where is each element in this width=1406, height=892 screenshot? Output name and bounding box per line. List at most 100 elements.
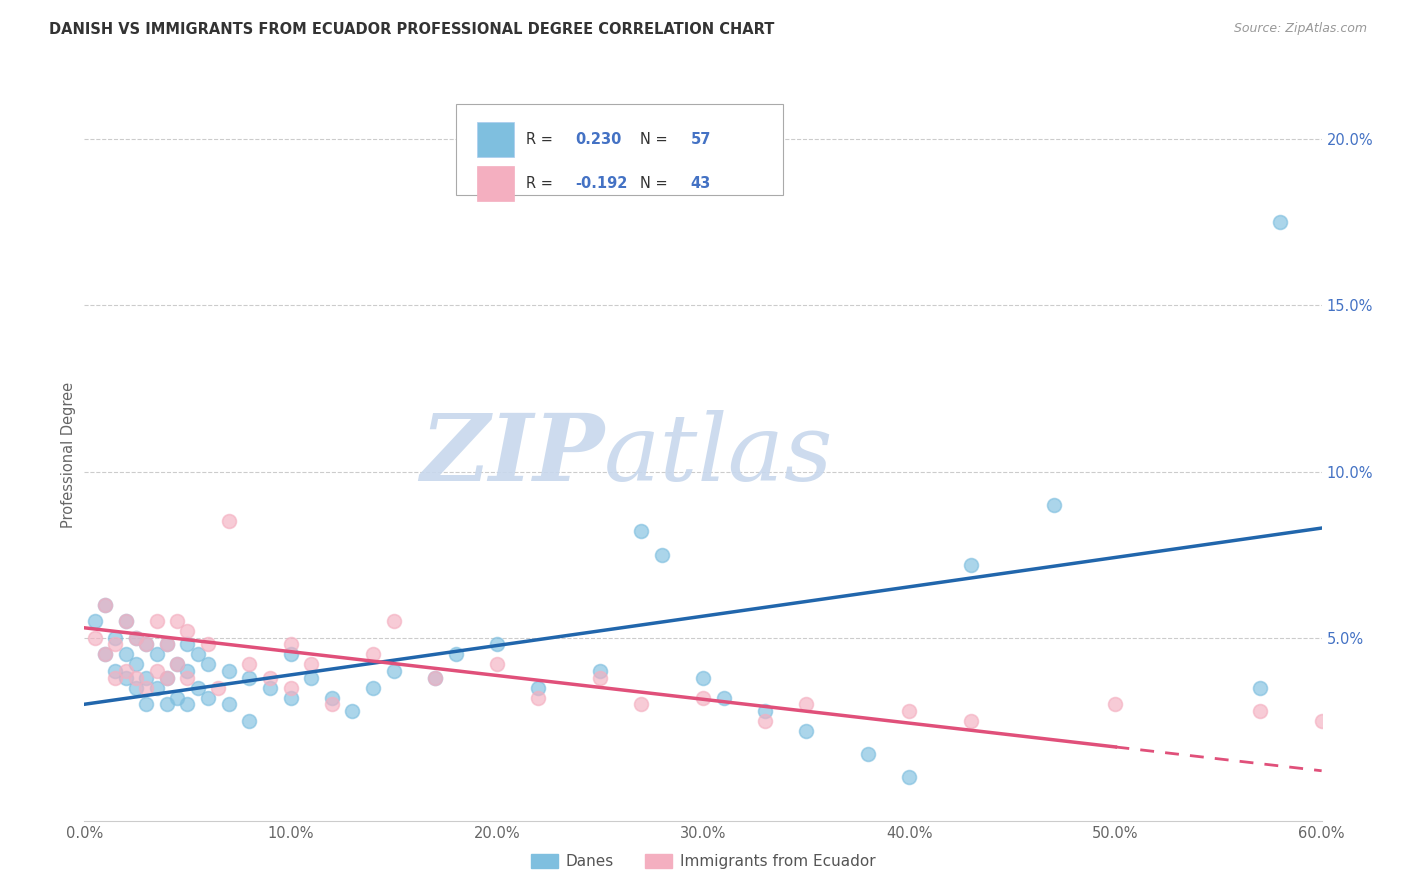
Text: 43: 43 [690,176,711,191]
Text: N =: N = [640,132,672,147]
Y-axis label: Professional Degree: Professional Degree [60,382,76,528]
Point [166,657,188,672]
Point [1249,681,1271,695]
Point [589,671,612,685]
Point [156,637,179,651]
Text: N =: N = [640,176,672,191]
Point [83,631,105,645]
Point [1042,498,1064,512]
Point [94,598,117,612]
Point [218,515,240,529]
Point [361,681,384,695]
Point [754,714,776,728]
Text: DANISH VS IMMIGRANTS FROM ECUADOR PROFESSIONAL DEGREE CORRELATION CHART: DANISH VS IMMIGRANTS FROM ECUADOR PROFES… [49,22,775,37]
Point [94,598,117,612]
Point [361,648,384,662]
Point [114,671,136,685]
Point [156,671,179,685]
Point [692,671,714,685]
Text: 0.230: 0.230 [575,132,621,147]
Point [1104,698,1126,712]
Point [187,648,209,662]
Text: atlas: atlas [605,410,834,500]
Point [104,671,127,685]
Point [299,657,322,672]
Point [485,637,508,651]
Point [176,698,198,712]
Point [125,631,148,645]
Point [156,671,179,685]
Point [280,690,302,705]
Point [238,657,260,672]
Bar [477,166,513,201]
Point [299,671,322,685]
Point [238,671,260,685]
Point [166,690,188,705]
Point [630,524,652,539]
Point [218,664,240,678]
Point [692,690,714,705]
Legend: Danes, Immigrants from Ecuador: Danes, Immigrants from Ecuador [524,848,882,875]
Point [1249,704,1271,718]
Point [176,671,198,685]
Text: Source: ZipAtlas.com: Source: ZipAtlas.com [1233,22,1367,36]
Point [135,637,157,651]
Point [145,648,167,662]
Point [104,637,127,651]
Point [125,657,148,672]
Point [135,681,157,695]
Point [135,671,157,685]
Point [187,681,209,695]
Point [145,681,167,695]
Point [423,671,446,685]
Point [898,704,921,718]
Point [218,698,240,712]
FancyBboxPatch shape [456,103,783,195]
Point [176,624,198,639]
Point [794,723,817,738]
Point [207,681,229,695]
Point [145,614,167,628]
Point [114,664,136,678]
Point [342,704,364,718]
Point [197,637,219,651]
Point [382,614,405,628]
Point [176,664,198,678]
Point [280,637,302,651]
Point [125,671,148,685]
Point [135,637,157,651]
Bar [477,122,513,157]
Point [960,714,983,728]
Point [280,648,302,662]
Point [444,648,467,662]
Point [166,657,188,672]
Point [856,747,879,761]
Point [114,614,136,628]
Point [898,771,921,785]
Point [125,631,148,645]
Point [156,637,179,651]
Point [156,698,179,712]
Point [321,698,343,712]
Text: -0.192: -0.192 [575,176,628,191]
Point [651,548,673,562]
Point [527,690,550,705]
Point [754,704,776,718]
Point [238,714,260,728]
Point [259,671,281,685]
Point [423,671,446,685]
Point [713,690,735,705]
Point [145,664,167,678]
Point [527,681,550,695]
Point [1310,714,1333,728]
Point [104,631,127,645]
Text: R =: R = [526,132,558,147]
Point [197,690,219,705]
Text: R =: R = [526,176,558,191]
Point [94,648,117,662]
Point [114,648,136,662]
Point [794,698,817,712]
Point [94,648,117,662]
Point [1270,215,1292,229]
Text: ZIP: ZIP [420,410,605,500]
